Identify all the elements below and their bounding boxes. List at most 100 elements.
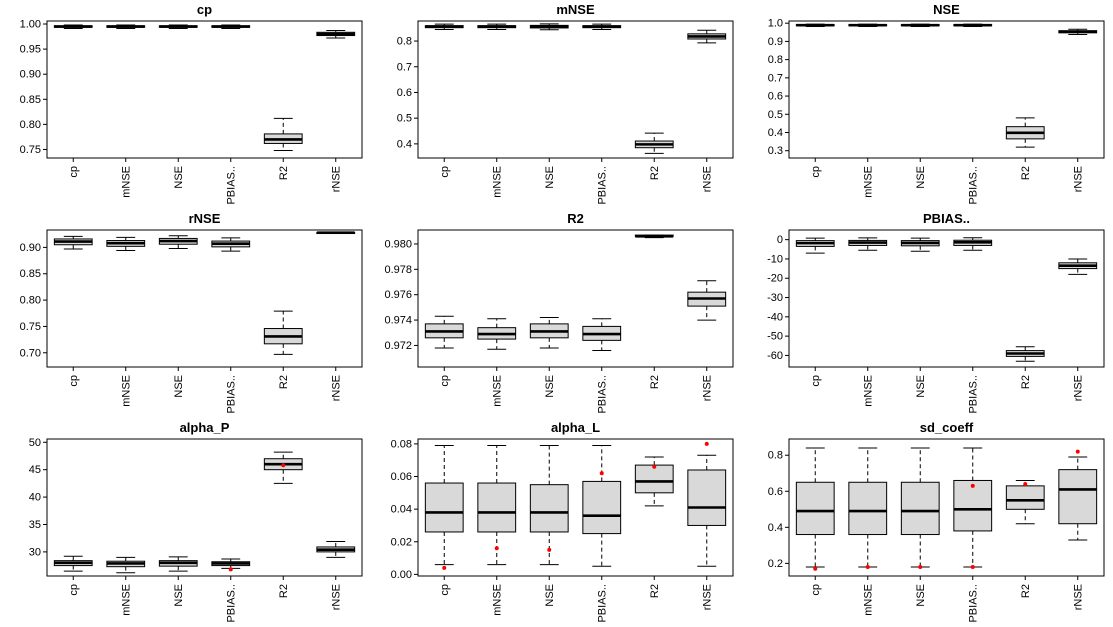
x-tick-label: NSE: [544, 166, 556, 189]
y-tick-label: 45: [29, 464, 41, 476]
x-tick-label: R2: [649, 375, 661, 389]
plot-frame: [46, 438, 363, 577]
x-tick-label: R2: [649, 584, 661, 598]
x-tick-label: rNSE: [1072, 375, 1084, 401]
x-tick-label: cp: [810, 375, 822, 387]
y-tick-label: 0.4: [397, 138, 412, 150]
box: [424, 482, 464, 533]
panel-canvas-alpha_P: alpha_P 30 35 40 45 50 cp mNSE NSE PBIAS.. R2 rNSE: [29, 420, 363, 623]
outlier-point: [228, 567, 233, 572]
outlier-point: [813, 566, 818, 571]
x-tick-label: rNSE: [701, 584, 713, 610]
y-tick-label: 0.6: [768, 486, 783, 498]
y-tick-label: 0.4: [768, 127, 783, 139]
boxplot-panel-mNSE: mNSE 0.4 0.5 0.6 0.7 0.8 cp mNSE NSE PBIAS.. R2 rNS…: [371, 0, 742, 209]
y-tick-label: 30: [29, 546, 41, 558]
outlier-point: [652, 464, 657, 469]
panel-title: sd_coeff: [920, 420, 974, 435]
box: [1005, 485, 1045, 510]
y-tick-label: 0.90: [20, 69, 41, 81]
y-tick-label: 0.00: [391, 569, 412, 581]
panel-title: cp: [197, 2, 212, 17]
y-tick-label: 0.6: [397, 87, 412, 99]
plot-frame: [788, 438, 1105, 577]
y-tick-label: 0.02: [391, 536, 412, 548]
x-tick-label: R2: [278, 375, 290, 389]
panel-title: mNSE: [556, 2, 595, 17]
plot-frame: [788, 20, 1105, 159]
y-tick-label: 0.7: [397, 61, 412, 73]
box: [795, 481, 835, 536]
x-tick-label: NSE: [173, 584, 185, 607]
boxplot-panel-rNSE: rNSE 0.70 0.75 0.80 0.85 0.90 cp mNSE NSE PBIAS..…: [0, 209, 371, 418]
y-tick-label: 0.8: [768, 450, 783, 462]
x-tick-label: mNSE: [120, 375, 132, 407]
y-tick-label: 0.2: [768, 558, 783, 570]
box: [529, 484, 569, 533]
x-tick-label: cp: [68, 584, 80, 596]
x-tick-label: PBIAS..: [225, 375, 237, 414]
outlier-point: [1075, 449, 1080, 454]
x-tick-label: NSE: [173, 166, 185, 189]
x-tick-label: rNSE: [330, 375, 342, 401]
panel-title: alpha_P: [180, 420, 230, 435]
plot-frame: [46, 229, 363, 368]
y-tick-label: 0.80: [20, 119, 41, 131]
y-tick-label: 1.0: [768, 18, 783, 30]
x-tick-label: cp: [439, 166, 451, 178]
panel-canvas-mNSE: mNSE 0.4 0.5 0.6 0.7 0.8 cp mNSE NSE PBIAS.. R2 rNS…: [397, 2, 734, 205]
box: [477, 482, 517, 533]
panel-canvas-R2: R2 0.972 0.974 0.976 0.978 0.980 cp mNSE NSE PBIA…: [384, 211, 734, 414]
panel-canvas-sd_coeff: sd_coeff 0.2 0.4 0.6 0.8 cp mNSE NSE PBIAS.. R2 rN…: [768, 420, 1105, 623]
x-tick-label: PBIAS..: [225, 166, 237, 205]
x-tick-label: R2: [649, 166, 661, 180]
y-tick-label: 0.04: [391, 504, 412, 516]
x-tick-label: NSE: [544, 584, 556, 607]
outlier-point: [442, 565, 447, 570]
y-tick-label: -60: [767, 350, 783, 362]
x-tick-label: R2: [1020, 166, 1032, 180]
x-tick-label: mNSE: [862, 166, 874, 198]
x-tick-label: NSE: [915, 166, 927, 189]
x-tick-label: rNSE: [330, 584, 342, 610]
outlier-point: [865, 564, 870, 569]
y-tick-label: 0.5: [768, 109, 783, 121]
x-tick-label: mNSE: [120, 584, 132, 616]
y-tick-label: 0.5: [397, 113, 412, 125]
plot-frame: [417, 20, 734, 159]
x-tick-label: cp: [68, 375, 80, 387]
boxplot-panel-cp: cp 0.75 0.80 0.85 0.90 0.95 1.00 cp mNSE NSE PBIAS…: [0, 0, 371, 209]
panel-title: rNSE: [189, 211, 221, 226]
y-tick-label: 35: [29, 519, 41, 531]
box: [1058, 469, 1098, 525]
boxplot-panel-PBIAS..: PBIAS.. 0 -10 -20 -30 -40 -50 -60 cp mNSE NSE PBIAS…: [742, 209, 1113, 418]
x-tick-label: rNSE: [701, 166, 713, 192]
y-tick-label: -50: [767, 331, 783, 343]
x-tick-label: R2: [1020, 375, 1032, 389]
panel-title: PBIAS..: [923, 211, 970, 226]
y-tick-label: 0.974: [384, 315, 412, 327]
x-tick-label: mNSE: [120, 166, 132, 198]
y-tick-label: 0.70: [20, 347, 41, 359]
x-tick-label: NSE: [915, 375, 927, 398]
outlier-point: [599, 471, 604, 476]
x-tick-label: PBIAS..: [596, 375, 608, 414]
x-tick-label: NSE: [544, 375, 556, 398]
y-tick-label: 1.00: [20, 19, 41, 31]
x-tick-label: rNSE: [1072, 584, 1084, 610]
boxplot-panel-alpha_L: alpha_L 0.00 0.02 0.04 0.06 0.08 cp mNSE NSE PBIA…: [371, 418, 742, 627]
box: [687, 469, 727, 526]
x-tick-label: mNSE: [862, 375, 874, 407]
y-tick-label: 0.90: [20, 242, 41, 254]
outlier-point: [494, 546, 499, 551]
plot-frame: [46, 20, 363, 159]
y-tick-label: 0.3: [768, 145, 783, 157]
x-tick-label: PBIAS..: [596, 166, 608, 205]
panel-title: R2: [567, 211, 584, 226]
y-tick-label: 40: [29, 492, 41, 504]
x-tick-label: R2: [278, 584, 290, 598]
boxplot-panel-alpha_P: alpha_P 30 35 40 45 50 cp mNSE NSE PBIAS.. R2 rNSE: [0, 418, 371, 627]
plot-frame: [788, 229, 1105, 368]
y-tick-label: 0.95: [20, 44, 41, 56]
